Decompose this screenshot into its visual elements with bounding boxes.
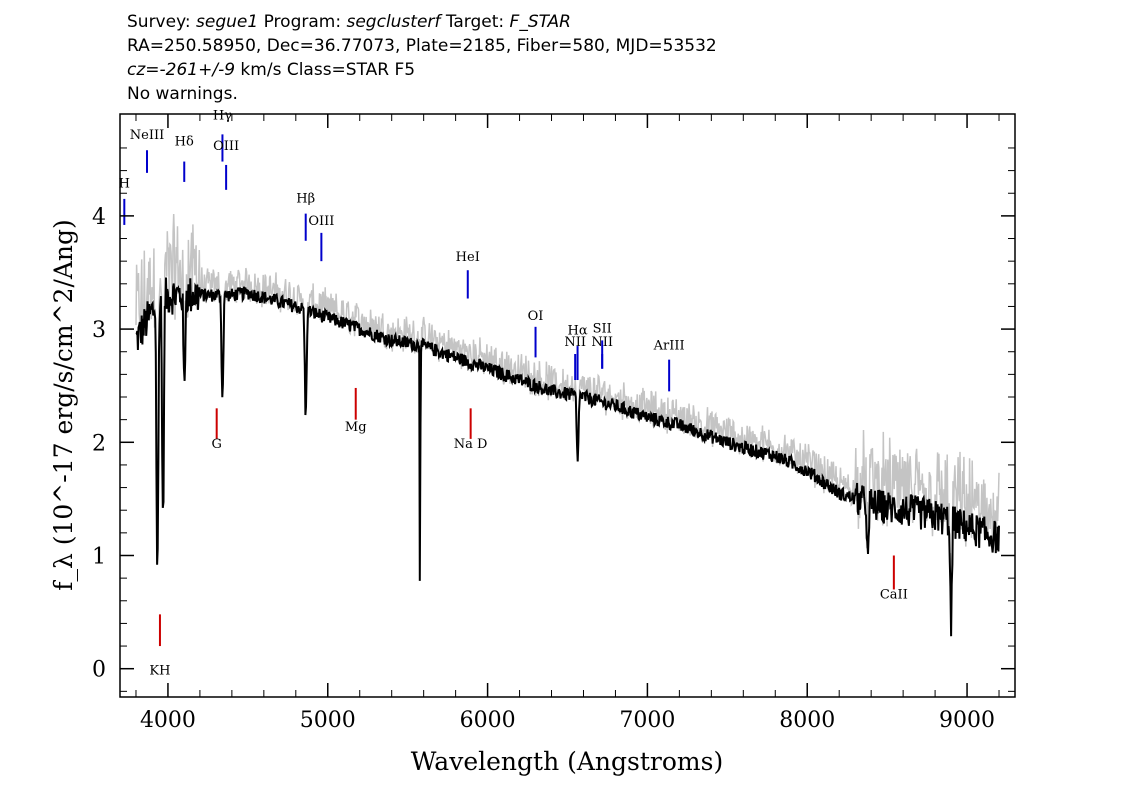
class-text: km/s Class=STAR F5 [235,60,416,80]
emission-line-label: Hγ [213,109,232,124]
emission-line-label: NeIII [130,128,164,143]
plot-axes [119,113,1016,698]
plot-frame [119,113,1016,698]
survey-label: Survey: [127,12,191,32]
absorption-line-label: G [211,437,221,452]
absorption-line-label: Na D [454,437,488,452]
header-survey-line: Survey: segue1 Program: segclusterf Targ… [127,10,1027,34]
flux-trace [135,277,1000,637]
emission-line-label: H [119,177,130,192]
x-tick-label: 4000 [140,708,196,733]
emission-line-label: Hα [568,324,588,339]
spectrum-header: Survey: segue1 Program: segclusterf Targ… [127,10,1027,106]
axis-titles: Wavelength (Angstroms) f_λ (10^-17 erg/s… [49,219,723,776]
program-value: segclusterf [346,12,441,32]
emission-line-label: HeI [456,250,480,265]
absorption-line-label: CaII [880,588,908,603]
y-tick-label: 3 [92,318,106,343]
absorption-line-label: KH [149,663,170,678]
y-tick-label: 4 [92,205,106,230]
x-tick-label: 8000 [779,708,835,733]
y-tick-label: 2 [92,431,106,456]
y-tick-label: 1 [92,544,106,569]
flux-line [135,277,1000,637]
cz-prefix: cz= [127,60,160,80]
emission-line-label: OIII [308,214,334,229]
emission-line-label: NII [591,335,613,350]
survey-value: segue1 [196,12,259,32]
target-label: Target: [445,12,505,32]
cz-value: -261+/-9 [159,60,236,80]
emission-line-label: OI [528,309,544,324]
x-tick-label: 7000 [619,708,675,733]
absorption-line-label: Mg [345,420,367,435]
x-axis-title: Wavelength (Angstroms) [411,747,723,776]
emission-line-label: Hβ [296,191,315,206]
x-tick-label: 5000 [300,708,356,733]
program-label: Program: [263,12,342,32]
x-tick-label: 6000 [460,708,516,733]
flux-error-band [135,213,1000,582]
emission-line-label: OIII [213,139,239,154]
emission-line-label: SII [593,321,612,336]
header-coordinates-line: RA=250.58950, Dec=36.77073, Plate=2185, … [127,36,717,56]
flux-error-trace [135,213,1000,582]
axis-ticks: 4000 5000 6000 7000 8000 9000 0 1 2 3 4 [92,114,1015,733]
x-tick-label: 9000 [939,708,995,733]
target-value: F_STAR [509,12,571,32]
y-axis-title: f_λ (10^-17 erg/s/cm^2/Ang) [49,219,78,591]
y-tick-label: 0 [92,658,106,683]
emission-line-label: ArIII [653,338,685,353]
emission-line-label: NII [564,335,586,350]
emission-line-label: Hδ [175,135,194,150]
header-redshift-line: cz=-261+/-9 km/s Class=STAR F5 [127,58,1027,82]
header-warnings-line: No warnings. [127,84,238,104]
